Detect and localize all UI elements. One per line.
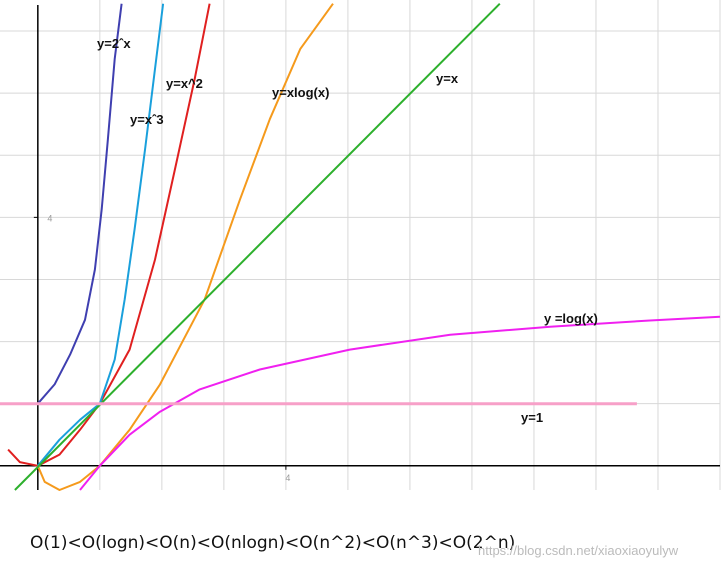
x-tick-label: 4 <box>285 473 290 483</box>
series-line <box>37 3 165 467</box>
series-line <box>14 2 501 491</box>
y-tick-label: 4 <box>47 213 52 223</box>
series-label: y =log(x) <box>544 311 598 326</box>
series-label: y=x^2 <box>166 76 203 91</box>
series-label: y=2ˆx <box>97 36 131 51</box>
series-line <box>79 315 721 491</box>
series-line <box>36 3 334 491</box>
series-label: y=x <box>436 71 459 86</box>
series-label: y=xlog(x) <box>272 85 329 100</box>
series-line <box>37 3 123 405</box>
footnote: O(1)<O(logn)<O(n)<O(nlogn)<O(n^2)<O(n^3)… <box>30 533 515 553</box>
watermark: https://blog.csdn.net/xiaoxiaoyulyw <box>478 543 679 558</box>
series-label: y=xˆ3 <box>130 112 164 127</box>
series-label: y=1 <box>521 410 543 425</box>
